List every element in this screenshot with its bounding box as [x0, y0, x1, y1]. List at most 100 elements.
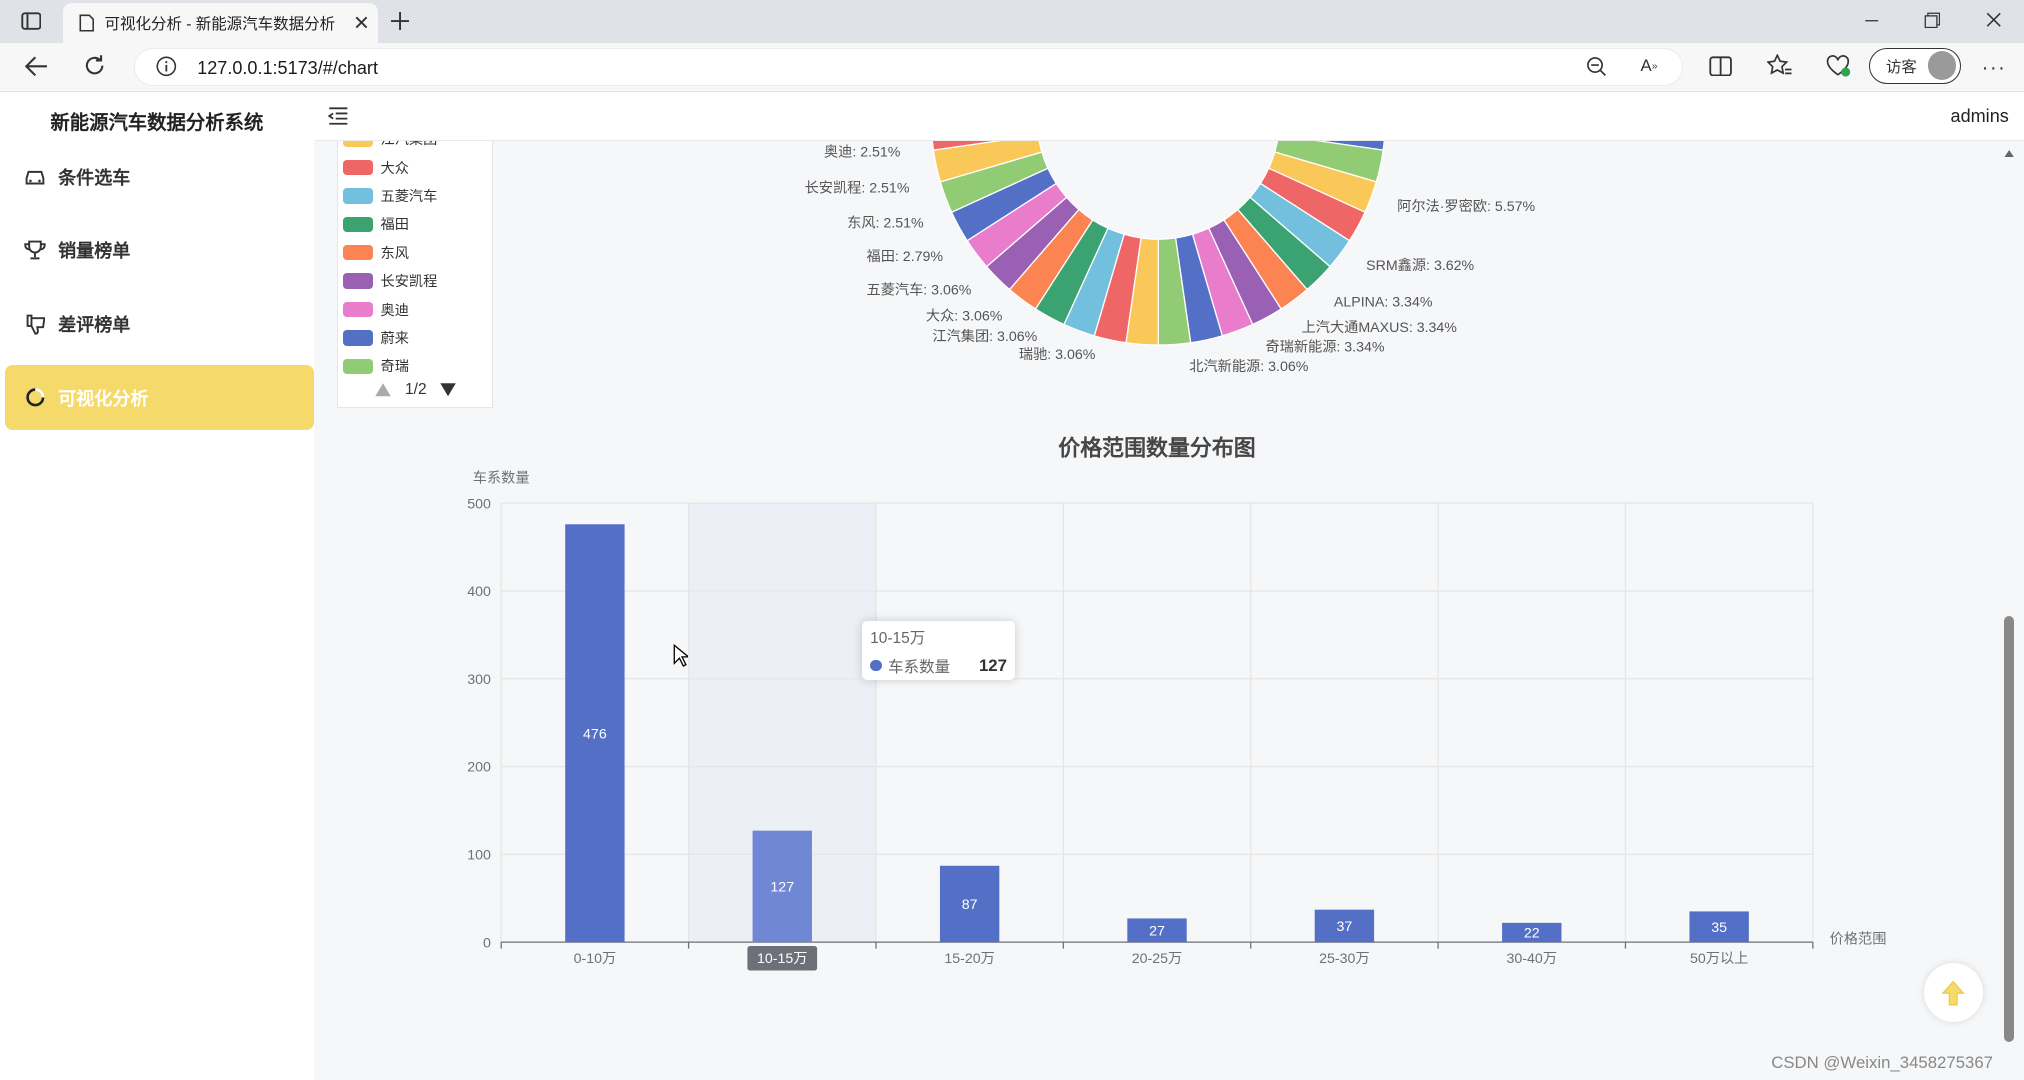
watermark: CSDN @Weixin_3458275367: [1771, 1053, 1994, 1073]
pie-label: 大众: 3.06%: [926, 308, 1003, 324]
bar[interactable]: [752, 830, 812, 943]
y-tick-label: 200: [467, 760, 491, 776]
legend-label: 大众: [380, 160, 409, 177]
bar[interactable]: [564, 524, 625, 943]
bar-value-label: 476: [583, 727, 607, 743]
legend-prev-icon[interactable]: [374, 382, 392, 397]
browser-tab[interactable]: 可视化分析 - 新能源汽车数据分析: [63, 2, 379, 43]
tooltip-category: 10-15万: [870, 630, 926, 648]
sidebar-item-visual-analysis[interactable]: 可视化分析: [5, 365, 314, 430]
legend-label: 东风: [380, 245, 409, 262]
x-tick-label: 50万以上: [1690, 951, 1748, 967]
legend-swatch: [343, 301, 373, 318]
legend-swatch: [343, 244, 373, 261]
sidebar-item-label: 条件选车: [58, 167, 131, 188]
favorites-icon[interactable]: [1767, 54, 1793, 77]
x-axis-label: 价格范围: [1829, 931, 1886, 948]
legend-item[interactable]: 蔚来: [343, 328, 409, 349]
site-info-icon[interactable]: [156, 56, 177, 77]
url-field[interactable]: 127.0.0.1:5173/#/chart A»: [134, 47, 1684, 87]
legend-label: 奥迪: [380, 302, 409, 319]
chart-tooltip: 10-15万 车系数量 127: [862, 620, 1015, 681]
legend-item[interactable]: 奇瑞: [343, 356, 409, 377]
bar[interactable]: [1127, 918, 1187, 943]
legend-item[interactable]: 江汽集团: [343, 140, 437, 149]
top-header: admins: [313, 91, 2024, 141]
pie-label: 北汽新能源: 3.06%: [1189, 359, 1308, 375]
new-tab-icon[interactable]: [391, 11, 410, 30]
legend-swatch: [343, 273, 373, 289]
legend-item[interactable]: 福田: [343, 214, 409, 235]
bar[interactable]: [1501, 923, 1562, 943]
address-bar-row: 127.0.0.1:5173/#/chart A» 访客 ···: [0, 42, 2024, 92]
mouse-cursor-icon: [673, 644, 689, 668]
legend-swatch: [343, 330, 373, 346]
tooltip-series-dot: [870, 659, 882, 672]
guest-profile-button[interactable]: 访客: [1869, 47, 1962, 84]
arrow-up-icon: [1939, 979, 1967, 1007]
bar-value-label: 87: [961, 897, 977, 913]
legend-item[interactable]: 东风: [343, 242, 409, 263]
page-scrollbar[interactable]: [2000, 147, 2018, 1080]
close-window-icon[interactable]: [1986, 12, 2001, 27]
pie-label: 阿尔法·罗密欧: 5.57%: [1397, 197, 1535, 214]
pie-label: 福田: 2.79%: [866, 249, 943, 265]
bar-value-label: 22: [1524, 926, 1540, 942]
page-icon: [79, 14, 94, 32]
pie-label: 奇瑞新能源: 3.34%: [1265, 338, 1384, 355]
main-content: admins 奥迪: 2.51% 长安凯程: 2.51% 东风: 2.51% 福田: …: [313, 91, 2024, 1080]
pie-label: 江汽集团: 3.06%: [932, 328, 1037, 345]
legend-label: 蔚来: [380, 330, 409, 347]
legend-item[interactable]: 大众: [343, 157, 409, 178]
guest-label: 访客: [1885, 58, 1917, 76]
bar[interactable]: [1689, 911, 1749, 943]
legend-item[interactable]: 长安凯程: [343, 271, 437, 292]
x-tick-highlight: [747, 946, 817, 971]
legend-page-indicator: 1/2: [405, 380, 427, 398]
scrollbar-thumb[interactable]: [2003, 615, 2014, 1042]
back-icon[interactable]: [24, 56, 48, 77]
sidebar-item-label: 销量榜单: [58, 241, 131, 262]
pie-label: 长安凯程: 2.51%: [804, 180, 909, 196]
sidebar-item-label: 可视化分析: [58, 388, 149, 409]
pie-label: ALPINA: 3.34%: [1334, 294, 1433, 310]
username[interactable]: admins: [1950, 105, 2009, 126]
legend-next-icon[interactable]: [439, 382, 457, 397]
y-tick-label: 100: [467, 848, 491, 864]
legend-swatch: [343, 358, 373, 375]
legend-swatch: [343, 216, 373, 233]
x-tick-label: 15-20万: [944, 951, 994, 967]
close-tab-icon[interactable]: [355, 16, 368, 29]
pie-label: 奥迪: 2.51%: [824, 143, 901, 160]
sidebar-toggle-icon[interactable]: [20, 11, 42, 30]
back-to-top-button[interactable]: [1923, 963, 1983, 1023]
bar-value-label: 35: [1711, 920, 1727, 936]
scroll-up-icon[interactable]: [2003, 149, 2014, 158]
restore-icon[interactable]: [1924, 12, 1941, 29]
pie-label: 瑞驰: 3.06%: [1019, 347, 1096, 363]
legend-swatch: [343, 188, 373, 204]
bar-value-label: 37: [1336, 919, 1352, 935]
sidebar-item-sales-ranking[interactable]: 销量榜单: [5, 218, 314, 283]
sidebar-item-car-selection[interactable]: 条件选车: [5, 145, 314, 210]
price-range-bar-chart: 价格范围数量分布图 车系数量 价格范围 0 100 200 300 400 500 476…: [467, 436, 1886, 971]
legend-label: 五菱汽车: [380, 188, 438, 205]
legend-item[interactable]: 奥迪: [343, 299, 409, 320]
pie-legend: 江汽集团大众五菱汽车福田东风长安凯程奥迪蔚来奇瑞 1/2: [336, 139, 494, 408]
x-tick-label: 0-10万: [573, 951, 616, 967]
zoom-out-icon[interactable]: [1586, 56, 1607, 77]
more-options-icon[interactable]: ···: [1981, 55, 2007, 79]
y-axis-label: 车系数量: [472, 470, 529, 487]
collapse-menu-icon[interactable]: [327, 107, 349, 125]
bar[interactable]: [939, 866, 1000, 943]
split-screen-icon[interactable]: [1709, 55, 1733, 77]
legend-item[interactable]: 五菱汽车: [343, 186, 437, 207]
y-tick-label: 300: [467, 672, 491, 688]
bar[interactable]: [1314, 909, 1374, 943]
sidebar-item-bad-reviews[interactable]: 差评榜单: [5, 292, 314, 357]
minimize-icon[interactable]: [1864, 13, 1879, 28]
read-aloud-icon[interactable]: A»: [1640, 56, 1658, 76]
refresh-icon[interactable]: [83, 54, 106, 77]
pie-label: SRM鑫源: 3.62%: [1366, 257, 1474, 274]
health-icon[interactable]: [1825, 54, 1851, 77]
